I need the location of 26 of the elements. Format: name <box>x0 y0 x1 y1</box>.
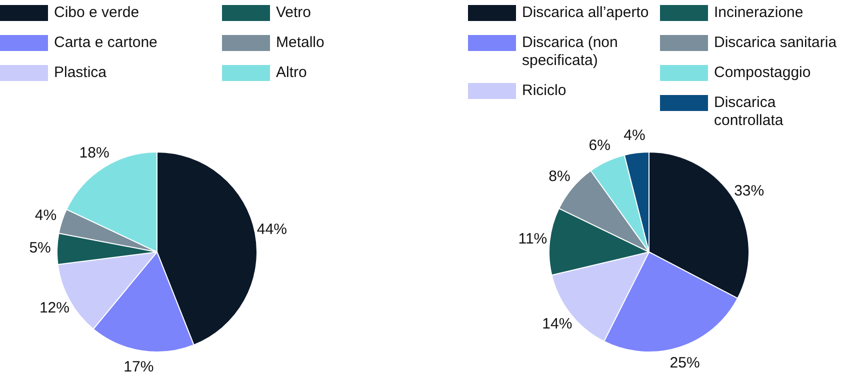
legend-label: Discarica sanitaria <box>714 34 837 52</box>
data-label: 33% <box>734 182 764 200</box>
data-label: 17% <box>124 358 154 376</box>
legend-label: Vetro <box>276 4 312 22</box>
data-label: 8% <box>548 168 570 185</box>
data-label: 6% <box>588 137 610 154</box>
legend-label: Plastica <box>54 64 107 82</box>
legend-label: Metallo <box>276 34 324 52</box>
legend-label: Incinerazione <box>714 4 804 22</box>
data-label: 11% <box>518 230 548 248</box>
legend-label: Discarica (non specificata) <box>522 34 619 70</box>
legend-label: Cibo e verde <box>54 4 140 22</box>
data-label: 4% <box>624 127 646 144</box>
data-label: 4% <box>34 206 57 224</box>
data-label: 5% <box>29 239 51 256</box>
data-label: 14% <box>542 316 572 333</box>
legend-label: Compostaggio <box>714 64 811 82</box>
data-label: 12% <box>39 300 70 317</box>
legend-label: Altro <box>276 64 307 82</box>
data-label: 18% <box>79 144 110 162</box>
legend-label: Discarica controllata <box>714 94 784 130</box>
data-label: 25% <box>670 354 700 372</box>
legend-label: Carta e cartone <box>54 34 158 52</box>
data-label: 44% <box>256 221 287 238</box>
legend-label: Discarica all’aperto <box>522 4 649 22</box>
legend-label: Riciclo <box>522 82 566 100</box>
